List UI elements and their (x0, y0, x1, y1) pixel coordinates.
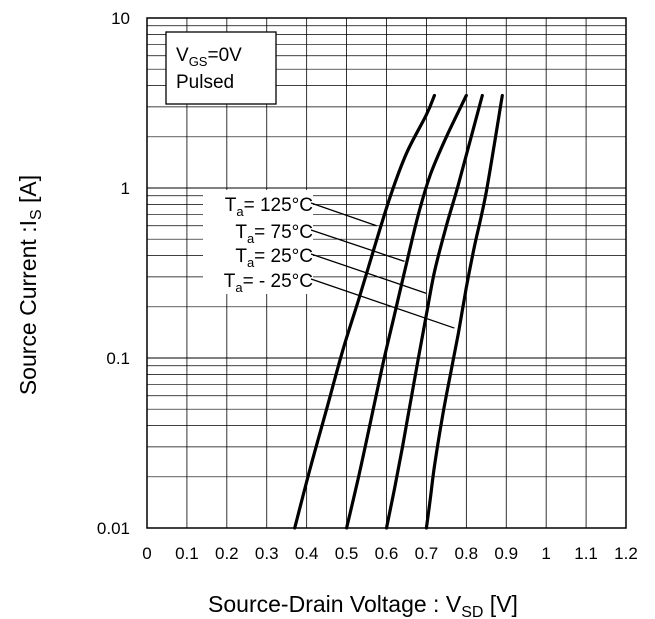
y-axis-title: Source Current :IS [A] (15, 175, 45, 395)
series-label-1: Ta= 125°C (225, 195, 313, 219)
x-tick-label: 0.9 (494, 544, 518, 563)
y-axis-title-subscript: S (28, 209, 45, 220)
plot-frame (146, 17, 627, 529)
series-line-2 (345, 93, 468, 530)
series-labels-background (203, 190, 313, 294)
series-label-4: Ta= - 25°C (224, 271, 313, 295)
x-tick-label: 0.3 (255, 544, 279, 563)
series-labels: Ta= 125°C Ta= 75°CTa= 25°CTa= - 25°C (203, 190, 455, 329)
y-tick-label: 1 (121, 179, 130, 198)
condition-vgs-subscript: GS (189, 54, 208, 69)
series-label-leader-3 (310, 253, 427, 294)
x-tick-label: 0 (142, 544, 151, 563)
series-line-4 (424, 93, 504, 530)
condition-legend-box: VGS=0V Pulsed (165, 31, 277, 105)
y-tick-labels: 0.01 0.1 1 10 (97, 9, 130, 538)
series-label-leader-2 (310, 229, 405, 263)
condition-box-frame (165, 31, 277, 105)
x-tick-label: 0.1 (175, 544, 199, 563)
series-label-3: Ta= 25°C (235, 246, 313, 270)
x-tick-label: 0.5 (335, 544, 359, 563)
x-tick-label: 0.6 (375, 544, 399, 563)
series-line-1 (293, 93, 436, 530)
x-axis-title-unit: [V] (483, 591, 518, 617)
series-label-leader-4 (310, 278, 455, 329)
y-tick-label: 10 (111, 9, 130, 28)
series-line-3 (384, 93, 484, 530)
x-axis-title-subscript: SD (461, 604, 483, 619)
y-axis-title-main: Source Current :I (15, 220, 41, 395)
x-tick-label: 1.1 (574, 544, 598, 563)
condition-line-2: Pulsed (176, 72, 234, 93)
chart-series-group (293, 93, 504, 530)
x-tick-label: 0.4 (295, 544, 319, 563)
x-tick-label: 1 (541, 544, 550, 563)
x-tick-label: 0.8 (455, 544, 479, 563)
x-tick-labels: 0 0.1 0.2 0.3 0.4 0.5 0.6 0.7 0.8 0.9 1 1.1 1.2 (142, 544, 638, 563)
chart-grid (147, 18, 626, 528)
x-tick-label: 0.2 (215, 544, 239, 563)
x-axis-title-main: Source-Drain Voltage : V (208, 591, 462, 617)
condition-vgs-value: =0V (207, 45, 242, 66)
x-tick-label: 0.7 (415, 544, 439, 563)
series-label-2: Ta= 75°C (235, 222, 313, 246)
y-tick-label: 0.1 (106, 349, 130, 368)
x-axis-title: Source-Drain Voltage : VSD [V] (208, 591, 518, 619)
x-tick-label: 1.2 (614, 544, 638, 563)
condition-line-1: VGS=0V (176, 45, 242, 69)
series-label-leader-1 (310, 202, 377, 227)
y-tick-label: 0.01 (97, 519, 130, 538)
y-axis-title-unit: [A] (15, 175, 41, 210)
condition-vgs-symbol: V (176, 45, 189, 66)
